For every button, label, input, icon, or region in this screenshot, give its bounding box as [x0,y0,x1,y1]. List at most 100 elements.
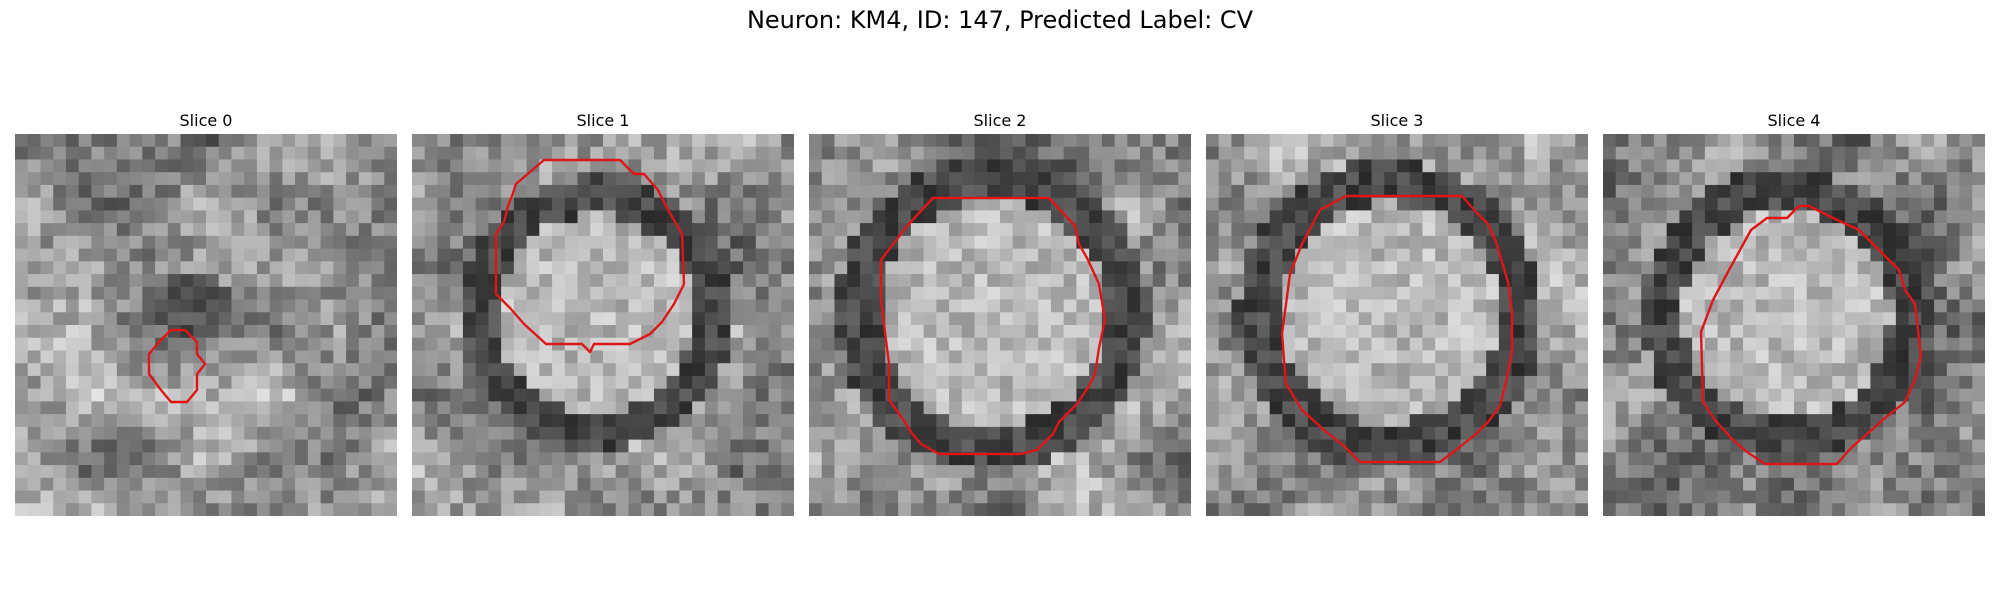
pixel [270,198,283,211]
pixel [1934,261,1947,274]
pixel [1422,465,1435,478]
pixel [1628,312,1641,325]
pixel [1832,478,1845,491]
pixel [1883,427,1896,440]
pixel [1641,414,1654,427]
pixel [552,185,565,198]
pixel [718,376,731,389]
pixel [193,325,206,338]
pixel [809,287,822,300]
pixel [578,300,591,313]
pixel [1807,376,1820,389]
pixel [1422,274,1435,287]
pixel [756,198,769,211]
pixel [1909,491,1922,504]
pixel [1051,312,1064,325]
pixel [1140,261,1153,274]
pixel [53,325,66,338]
pixel [91,159,104,172]
pixel [333,172,346,185]
pixel [1563,389,1576,402]
pixel [1616,338,1629,351]
slice-image [1603,134,1985,516]
pixel [1346,325,1359,338]
pixel [1473,376,1486,389]
pixel [206,261,219,274]
pixel [1512,325,1525,338]
pixel [1102,210,1115,223]
pixel [1769,185,1782,198]
pixel [1769,236,1782,249]
pixel [1219,338,1232,351]
pixel [79,312,92,325]
pixel [1308,261,1321,274]
pixel [936,401,949,414]
pixel [117,159,130,172]
pixel [860,274,873,287]
pixel [809,134,822,147]
pixel [1756,147,1769,160]
pixel [359,376,372,389]
pixel [1807,325,1820,338]
pixel [1628,325,1641,338]
pixel [270,389,283,402]
pixel [1934,172,1947,185]
pixel [949,376,962,389]
pixel [822,478,835,491]
pixel [809,427,822,440]
pixel [91,210,104,223]
pixel [28,325,41,338]
pixel [1730,325,1743,338]
pixel [1410,376,1423,389]
pixel [987,465,1000,478]
pixel [1960,134,1973,147]
pixel [1781,465,1794,478]
pixel [1461,376,1474,389]
pixel [1372,236,1385,249]
pixel [333,389,346,402]
pixel [975,236,988,249]
pixel [1359,172,1372,185]
pixel [346,172,359,185]
pixel [654,414,667,427]
pixel [1013,465,1026,478]
pixel [1896,300,1909,313]
pixel [1397,350,1410,363]
pixel [1064,236,1077,249]
pixel [372,338,385,351]
pixel [628,401,641,414]
pixel [1153,478,1166,491]
pixel [590,300,603,313]
pixel [654,236,667,249]
pixel [860,147,873,160]
pixel [1718,134,1731,147]
pixel [1257,427,1270,440]
pixel [1384,300,1397,313]
pixel [321,389,334,402]
pixel [425,159,438,172]
pixel [1730,172,1743,185]
pixel [781,401,794,414]
pixel [743,363,756,376]
pixel [654,147,667,160]
pixel [1064,350,1077,363]
pixel [1550,274,1563,287]
pixel [1346,363,1359,376]
pixel [1166,338,1179,351]
pixel [1524,350,1537,363]
pixel [539,478,552,491]
pixel [1359,312,1372,325]
pixel [1692,414,1705,427]
pixel [1025,338,1038,351]
pixel [219,159,232,172]
pixel [641,401,654,414]
pixel [79,389,92,402]
pixel [679,274,692,287]
pixel [1166,223,1179,236]
pixel [1756,185,1769,198]
pixel [1883,491,1896,504]
pixel [53,261,66,274]
pixel [1794,440,1807,453]
pixel [15,236,28,249]
pixel [321,452,334,465]
